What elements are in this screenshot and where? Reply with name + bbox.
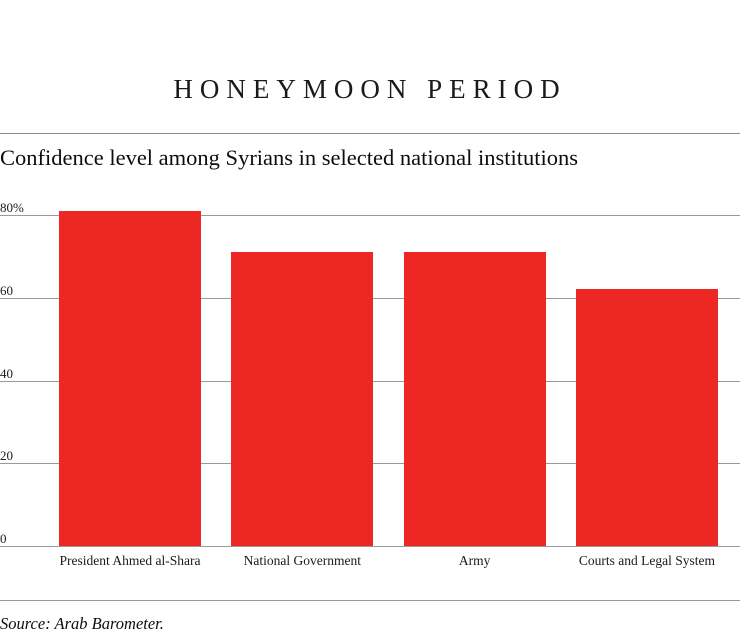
category-label-3: Army: [458, 553, 491, 568]
y-tick-label-60: 60: [0, 282, 13, 298]
y-tick-label-40: 40: [0, 365, 13, 381]
bar-2: [231, 252, 374, 546]
title-divider: [0, 133, 740, 134]
gridline-80: [0, 215, 740, 216]
chart-title: HONEYMOON PERIOD: [173, 74, 567, 104]
category-label-4: Courts and Legal System: [578, 553, 716, 568]
y-tick-label-0: 0: [0, 531, 7, 546]
bar-1: [59, 210, 201, 546]
bar-4: [575, 289, 718, 546]
category-label-2: National Government: [243, 553, 361, 568]
y-tick-label-80: 80%: [0, 200, 24, 215]
chart-subtitle: Confidence level among Syrians in select…: [0, 145, 579, 170]
footer-divider: [0, 600, 740, 601]
bar-3: [403, 252, 546, 546]
gridline-0: [0, 546, 740, 547]
source-note: Source: Arab Barometer.: [0, 614, 164, 633]
category-label-1: President Ahmed al-Shara: [59, 553, 201, 568]
y-tick-label-20: 20: [0, 448, 13, 464]
